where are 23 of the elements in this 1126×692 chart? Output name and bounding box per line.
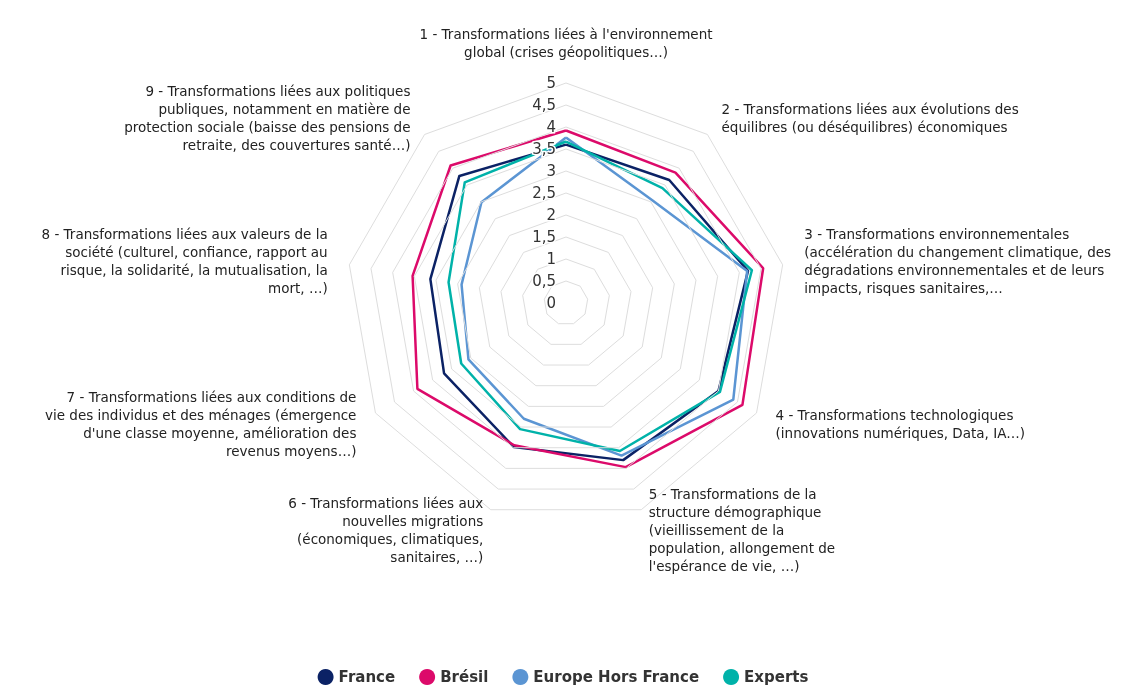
y-tick-label: 3 [546,162,556,180]
spoke-label: 8 - Transformations liées aux valeurs de la société (culturel, confiance, rapport au risque, la solidarité, la mutualisation, la mort, …) [41,225,328,296]
y-tick-label: 4 [546,118,556,136]
legend-label: France [338,668,396,686]
spoke-label: 4 - Transformations technologiques (innovations numériques, Data, IA…) [775,407,1026,441]
spoke-label: 9 - Transformations liées aux politiques publiques, notamment en matière de protection sociale (baisse des pensions de retraite, des couvertures santé…) [124,82,411,153]
spoke-label: 5 - Transformations de la structure démographique (vieillissement de la population, allongement de l'espérance de vie, …) [648,486,836,575]
y-tick-label: 0,5 [532,272,556,290]
y-tick-label: 4,5 [532,96,556,114]
y-tick-label: 2,5 [532,184,556,202]
y-tick-label: 1 [546,250,556,268]
y-tick-label: 1,5 [532,228,556,246]
legend-label: Experts [744,668,809,686]
y-tick-label: 5 [546,74,556,92]
legend-label: Europe Hors France [533,668,700,686]
y-tick-label: 0 [546,294,556,312]
legend-label: Brésil [440,668,489,686]
spoke-label: 1 - Transformations liées à l'environnement global (crises géopolitiques…) [419,26,713,60]
spoke-label: 6 - Transformations liées aux nouvelles migrations (économiques, climatiques, sanitaires, …) [288,495,484,566]
spoke-label: 3 - Transformations environnementales (accélération du changement climatique, des dégradations environnementales et de leurs impacts, risques sanitaires,… [804,225,1112,296]
spoke-label: 2 - Transformations liées aux évolutions des équilibres (ou déséquilibres) économiques [721,100,1019,135]
y-tick-label: 2 [546,206,556,224]
spoke-label: 7 - Transformations liées aux conditions de vie des individus et des ménages (émergence d'une classe moyenne, amélioration des revenus moyens…) [44,389,357,459]
